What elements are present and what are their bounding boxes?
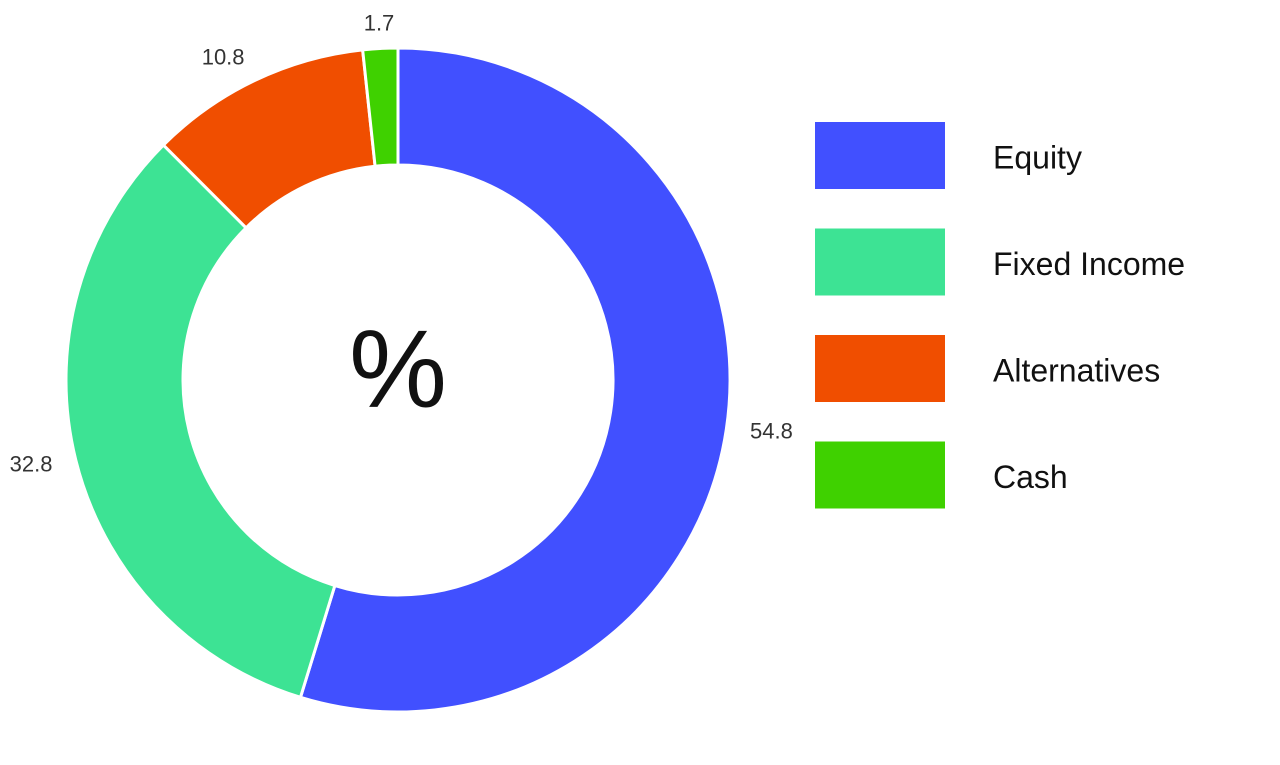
center-label: %	[349, 308, 447, 431]
legend-label: Equity	[993, 139, 1082, 175]
donut-slice	[64, 142, 337, 700]
data-label: 32.8	[10, 452, 53, 477]
legend-label: Alternatives	[993, 352, 1160, 388]
legend-label: Cash	[993, 459, 1068, 495]
data-label: 54.8	[750, 419, 793, 444]
legend-swatch	[815, 335, 945, 402]
legend-label: Fixed Income	[993, 246, 1185, 282]
legend-swatch	[815, 228, 945, 296]
legend-swatch	[815, 122, 945, 189]
donut-slice	[298, 46, 732, 714]
donut-slice	[360, 46, 400, 168]
legend-swatch	[815, 441, 945, 509]
data-label: 1.7	[364, 10, 395, 35]
data-label: 10.8	[202, 45, 245, 70]
